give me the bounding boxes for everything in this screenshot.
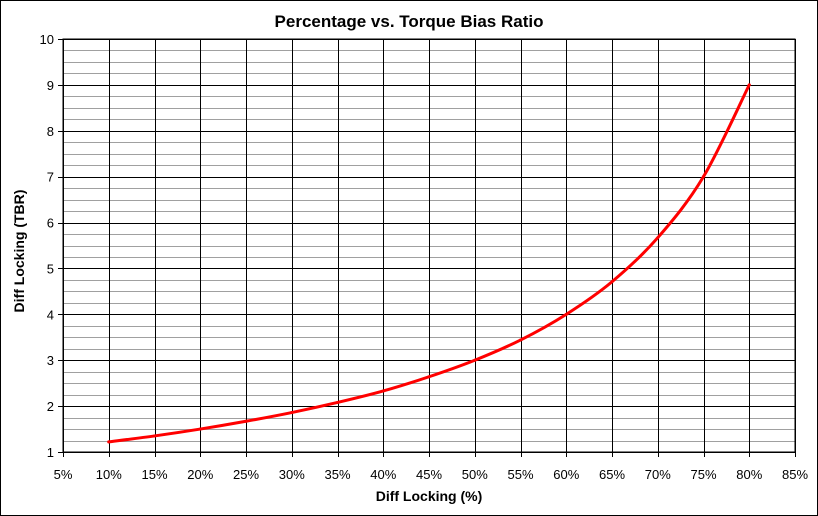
data-point xyxy=(473,358,477,362)
x-tick-label: 10% xyxy=(96,467,122,482)
y-tick-label: 4 xyxy=(47,307,54,322)
x-tick-label: 40% xyxy=(370,467,396,482)
data-point xyxy=(656,236,660,240)
grid xyxy=(63,39,796,453)
data-point xyxy=(107,440,111,444)
y-tick-label: 2 xyxy=(47,399,54,414)
x-tick-label: 75% xyxy=(690,467,716,482)
y-tick-label: 3 xyxy=(47,353,54,368)
data-point xyxy=(519,338,522,342)
data-point xyxy=(381,389,385,393)
data-point xyxy=(427,375,431,379)
x-tick-label: 60% xyxy=(553,467,579,482)
y-tick-label: 5 xyxy=(47,261,54,276)
x-tick-label: 85% xyxy=(782,467,808,482)
x-tick-label: 35% xyxy=(324,467,350,482)
data-point xyxy=(747,83,751,87)
x-axis-title: Diff Locking (%) xyxy=(376,488,483,504)
x-tick-label: 20% xyxy=(187,467,213,482)
axis-ticks: 1 2 3 4 5 6 7 8 9 10 5% 10% 15% 20% 25% 30% 35% 40% 45% 50%… xyxy=(40,32,809,482)
x-tick-label: 70% xyxy=(645,467,671,482)
x-tick-label: 30% xyxy=(279,467,305,482)
data-point xyxy=(244,419,248,423)
x-tick-label: 15% xyxy=(141,467,167,482)
y-tick-label: 1 xyxy=(47,445,54,460)
data-point xyxy=(610,280,614,284)
x-tick-label: 55% xyxy=(507,467,533,482)
series-layer xyxy=(107,83,751,444)
data-point xyxy=(153,434,156,438)
chart-title: Percentage vs. Torque Bias Ratio xyxy=(275,12,544,31)
y-tick-label: 7 xyxy=(47,170,54,185)
data-point xyxy=(290,411,294,415)
y-tick-label: 10 xyxy=(40,32,54,47)
data-point xyxy=(336,400,339,404)
data-point xyxy=(198,427,202,431)
y-tick-label: 9 xyxy=(47,78,54,93)
x-tick-label: 65% xyxy=(599,467,625,482)
x-tick-label: 25% xyxy=(233,467,259,482)
x-tick-label: 5% xyxy=(54,467,73,482)
data-point xyxy=(702,175,705,179)
x-tick-label: 80% xyxy=(736,467,762,482)
y-tick-label: 8 xyxy=(47,124,54,139)
x-tick-label: 45% xyxy=(416,467,442,482)
data-point xyxy=(564,312,568,316)
y-tick-label: 6 xyxy=(47,216,54,231)
x-tick-label: 50% xyxy=(462,467,488,482)
y-axis-title: Diff Locking (TBR) xyxy=(11,190,27,313)
